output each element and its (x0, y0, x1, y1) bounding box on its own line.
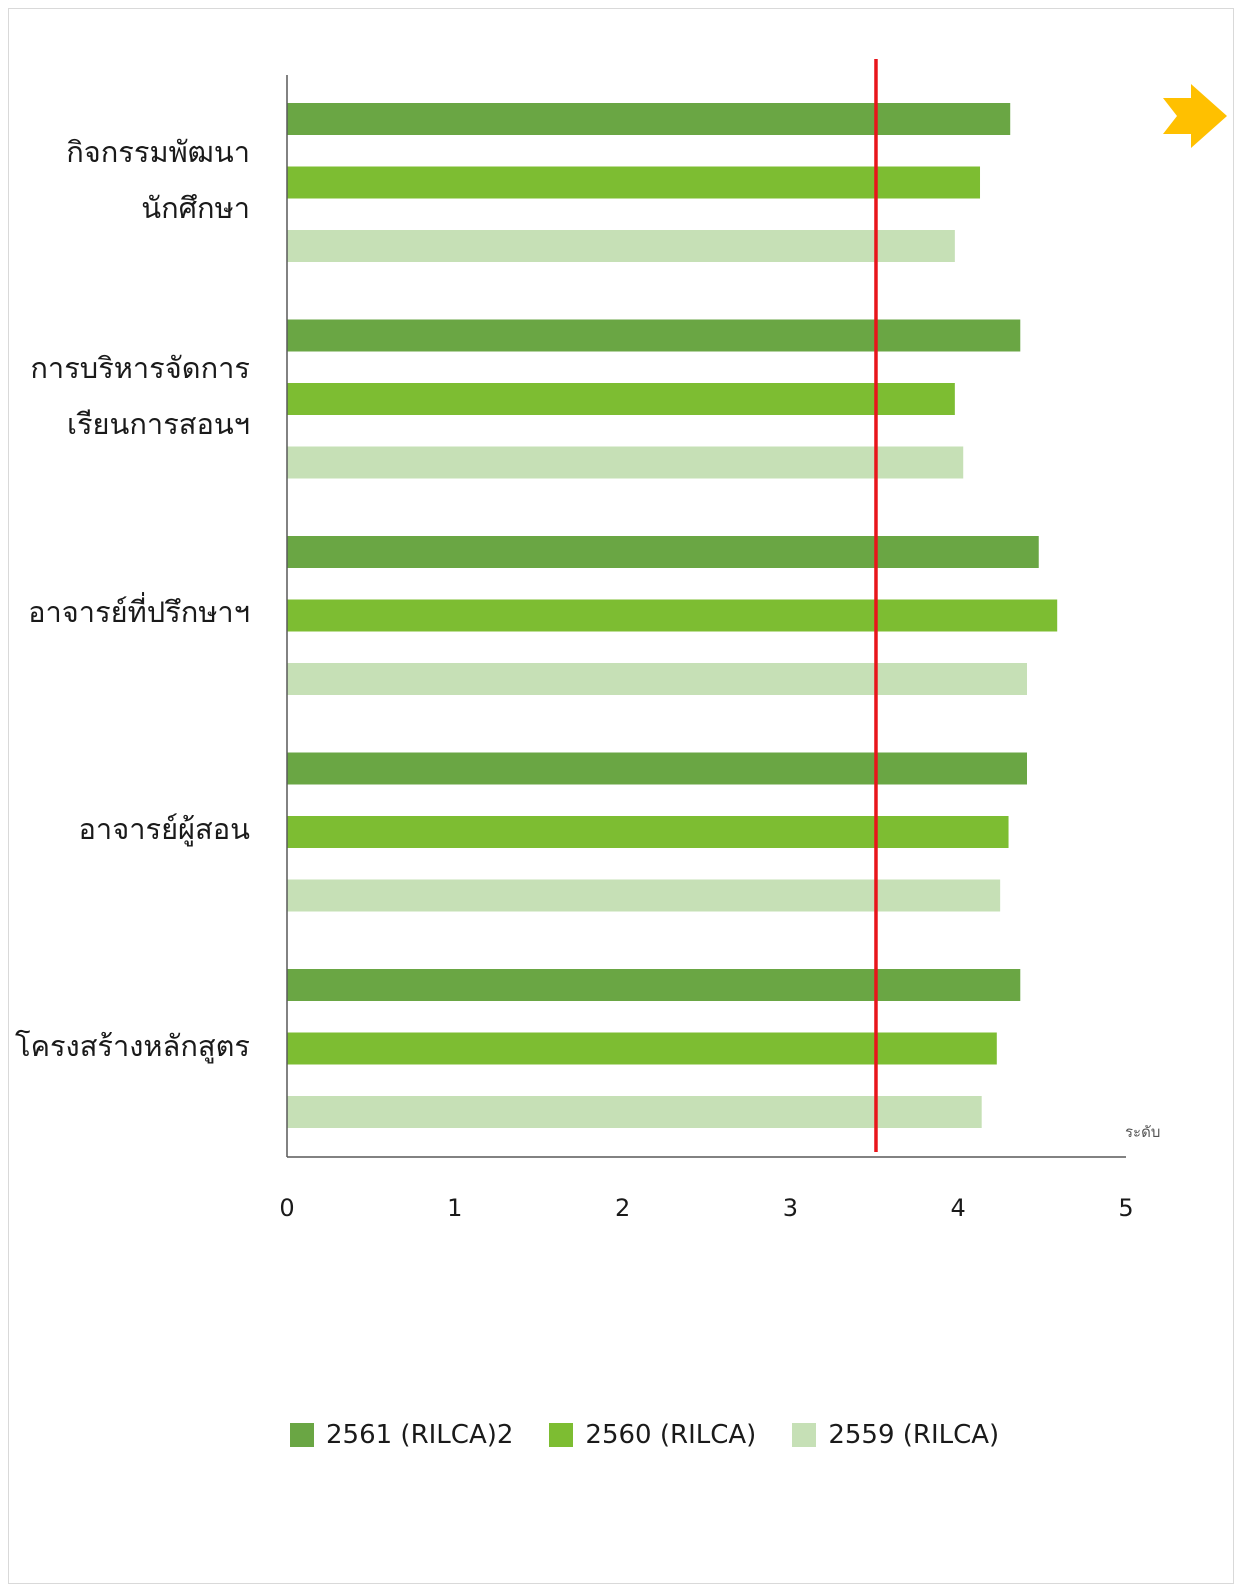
bar-2-series-2 (287, 383, 955, 415)
bar-3-series-2 (287, 599, 1058, 632)
legend-item: 2560 (RILCA) (549, 1420, 756, 1450)
x-tick-label: 0 (279, 1194, 294, 1222)
bar-1-series-3 (287, 230, 955, 262)
bar-5-series-2 (287, 1032, 997, 1065)
x-tick-label: 2 (615, 1194, 630, 1222)
category-label: โครงสร้างหลักสูตร (15, 1029, 250, 1063)
bar-3-series-3 (287, 663, 1027, 695)
legend-swatch (792, 1423, 817, 1447)
bar-2-series-3 (287, 446, 964, 479)
bar-1-series-2 (287, 166, 981, 199)
arrow-right-icon (1163, 84, 1227, 148)
category-label: อาจารย์ที่ปรึกษาฯ (28, 595, 250, 629)
bar-5-series-1 (287, 969, 1021, 1001)
legend-swatch (549, 1423, 574, 1447)
x-tick-label: 4 (951, 1194, 966, 1222)
bar-3-series-1 (287, 536, 1039, 568)
bar-2-series-1 (287, 319, 1021, 352)
legend-swatch (290, 1423, 314, 1447)
legend: 2561 (RILCA)2 2560 (RILCA) 2559 (RILCA) (290, 1420, 999, 1450)
x-tick-label: 3 (783, 1194, 798, 1222)
legend-label: 2560 (RILCA) (585, 1420, 757, 1450)
bar-4-series-3 (287, 879, 1001, 912)
bar-1-series-1 (287, 103, 1011, 135)
x-tick-label: 5 (1118, 1194, 1133, 1222)
legend-label: 2561 (RILCA)2 (326, 1420, 514, 1450)
x-tick-label: 1 (447, 1194, 462, 1222)
bar-5-series-3 (287, 1096, 982, 1128)
category-label: อาจารย์ผู้สอน (78, 812, 250, 846)
legend-item: 2561 (RILCA)2 (290, 1420, 513, 1450)
legend-item: 2559 (RILCA) (792, 1420, 999, 1450)
bar-4-series-2 (287, 816, 1009, 848)
legend-label: 2559 (RILCA) (828, 1420, 1000, 1450)
category-label: การบริหารจัดการ เรียนการสอนฯ (30, 351, 250, 441)
chart-frame (8, 8, 1234, 1584)
x-axis-unit-label: ระดับ (1125, 1123, 1161, 1141)
bar-4-series-1 (287, 752, 1027, 785)
category-label: กิจกรรมพัฒนา นักศึกษา (66, 135, 250, 225)
